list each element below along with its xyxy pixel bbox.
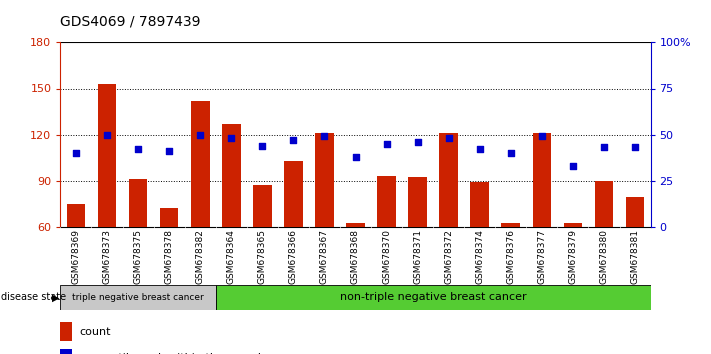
Bar [594, 181, 614, 227]
Text: GSM678364: GSM678364 [227, 229, 236, 284]
Text: GSM678370: GSM678370 [382, 229, 391, 284]
Text: GSM678373: GSM678373 [102, 229, 112, 284]
Bar [471, 182, 489, 227]
Text: GSM678382: GSM678382 [196, 229, 205, 284]
Bar [378, 176, 396, 227]
Point [381, 141, 392, 147]
Text: GSM678368: GSM678368 [351, 229, 360, 284]
Bar [253, 185, 272, 227]
Text: GSM678378: GSM678378 [165, 229, 173, 284]
Point [70, 150, 82, 156]
Bar [191, 101, 210, 227]
Point [102, 132, 113, 137]
Bar [564, 223, 582, 227]
Point [567, 163, 579, 169]
Text: GSM678375: GSM678375 [134, 229, 143, 284]
Text: GDS4069 / 7897439: GDS4069 / 7897439 [60, 14, 201, 28]
Bar [626, 198, 644, 227]
Text: triple negative breast cancer: triple negative breast cancer [73, 293, 204, 302]
Text: GSM678367: GSM678367 [320, 229, 329, 284]
Text: count: count [80, 327, 111, 337]
Text: GSM678376: GSM678376 [506, 229, 515, 284]
Point [350, 154, 361, 159]
Bar [222, 124, 240, 227]
Point [257, 143, 268, 148]
Point [164, 148, 175, 154]
Bar [97, 84, 117, 227]
Text: ▶: ▶ [52, 292, 60, 302]
Text: GSM678371: GSM678371 [413, 229, 422, 284]
Bar [533, 133, 551, 227]
Bar [60, 349, 73, 354]
Bar [129, 179, 147, 227]
Text: GSM678380: GSM678380 [599, 229, 609, 284]
Point [598, 144, 609, 150]
Text: GSM678381: GSM678381 [631, 229, 639, 284]
Bar [60, 285, 215, 310]
Text: GSM678369: GSM678369 [72, 229, 80, 284]
Text: GSM678365: GSM678365 [258, 229, 267, 284]
Point [536, 133, 547, 139]
Bar [501, 223, 520, 227]
Text: GSM678377: GSM678377 [538, 229, 546, 284]
Text: GSM678374: GSM678374 [475, 229, 484, 284]
Text: non-triple negative breast cancer: non-triple negative breast cancer [340, 292, 526, 302]
Point [225, 135, 237, 141]
Point [288, 137, 299, 143]
Bar [346, 223, 365, 227]
Text: percentile rank within the sample: percentile rank within the sample [80, 353, 267, 354]
Text: GSM678372: GSM678372 [444, 229, 453, 284]
Bar [315, 133, 333, 227]
Bar [60, 322, 73, 341]
Bar [160, 208, 178, 227]
Bar [284, 161, 303, 227]
Bar [215, 285, 651, 310]
Point [629, 144, 641, 150]
Bar [439, 133, 458, 227]
Point [319, 133, 330, 139]
Bar [67, 204, 85, 227]
Point [195, 132, 206, 137]
Point [474, 147, 486, 152]
Bar [408, 177, 427, 227]
Point [412, 139, 423, 145]
Text: GSM678366: GSM678366 [289, 229, 298, 284]
Point [505, 150, 516, 156]
Point [443, 135, 454, 141]
Text: GSM678379: GSM678379 [568, 229, 577, 284]
Point [132, 147, 144, 152]
Text: disease state: disease state [1, 292, 66, 302]
